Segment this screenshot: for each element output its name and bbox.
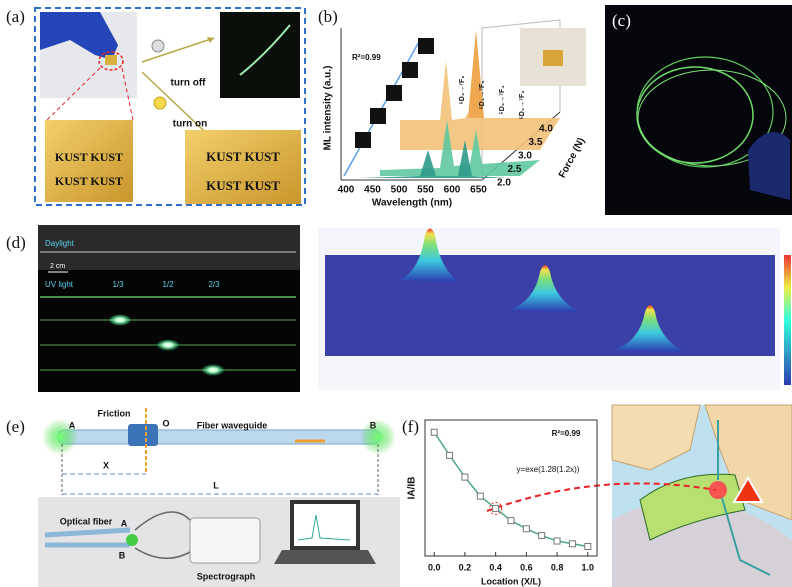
caption: O <box>162 418 169 428</box>
caption: UV light <box>45 280 74 289</box>
alert-point <box>709 481 727 499</box>
axis <box>482 20 560 28</box>
friction-block <box>128 424 158 446</box>
data-point <box>585 543 591 549</box>
caption: Friction <box>98 408 131 418</box>
caption: Spectrograph <box>197 571 256 581</box>
scale-label: 2 cm <box>50 263 65 270</box>
caption: Daylight <box>45 239 75 248</box>
panel-f-map <box>612 405 792 587</box>
data-point <box>493 505 499 511</box>
distance-label: L <box>213 480 219 490</box>
panel-label: (f) <box>402 417 419 436</box>
panel-label: (d) <box>6 233 26 252</box>
data-point <box>554 538 560 544</box>
r-squared: R²=0.99 <box>352 53 381 62</box>
caption: turn on <box>173 119 207 130</box>
panel-d <box>38 225 791 392</box>
sample-text: KUST KUST <box>206 178 280 193</box>
bulb-off <box>152 40 164 52</box>
tick-label: 550 <box>417 185 434 196</box>
tick-label: 0.6 <box>520 562 533 572</box>
transition-label: ⁵D₄→⁷F₅ <box>479 80 486 109</box>
data-point <box>477 493 483 499</box>
panel-label: (b) <box>318 7 338 26</box>
tick-label: 0.2 <box>459 562 472 572</box>
arrow <box>142 38 214 62</box>
colorbar <box>784 255 791 385</box>
spot <box>108 314 132 326</box>
position-label: 1/2 <box>162 280 174 289</box>
end-label: B <box>119 550 126 560</box>
spot <box>156 339 180 351</box>
panel-e <box>38 408 400 587</box>
laptop-base <box>274 550 376 564</box>
data-point <box>462 474 468 480</box>
distance-label: X <box>103 460 109 470</box>
tick-label: 0.4 <box>489 562 502 572</box>
data-point <box>523 526 529 532</box>
position-label: 1/3 <box>112 280 124 289</box>
tick-label: 3.5 <box>529 137 543 148</box>
tick-label: 500 <box>391 185 408 196</box>
panel-label: (c) <box>612 11 631 30</box>
tick-label: 3.0 <box>518 151 532 162</box>
axis-title: Location (X/L) <box>481 576 541 586</box>
tick-label: 2.0 <box>497 178 511 189</box>
panel-c <box>605 5 792 215</box>
axis-title: IA/IB <box>407 477 418 500</box>
sample-text: KUST KUST <box>206 149 280 164</box>
fit-equation: y=exe(1.28(1.2x)) <box>517 465 580 474</box>
end-label: A <box>69 420 76 430</box>
sample-text: KUST KUST <box>55 150 123 164</box>
transition-label: ⁵D₄→⁷F₄ <box>499 85 506 114</box>
r-squared: R²=0.99 <box>552 429 581 438</box>
tick-label: 4.0 <box>539 124 553 135</box>
end-label: B <box>370 420 377 430</box>
inset <box>370 108 386 124</box>
plot-frame <box>425 420 597 556</box>
caption: turn off <box>171 78 207 89</box>
spot <box>201 364 225 376</box>
data-point <box>539 533 545 539</box>
tick-label: 400 <box>338 185 355 196</box>
caption: Optical fiber <box>60 516 113 526</box>
panel-label: (a) <box>6 7 25 26</box>
axis-title: Force (N) <box>557 136 587 180</box>
tick-label: 0.0 <box>428 562 441 572</box>
data-point <box>569 541 575 547</box>
inset <box>402 62 418 78</box>
transition-label: ⁵D₄→⁷F₆ <box>459 75 466 104</box>
end-label: A <box>121 518 128 528</box>
sample <box>543 50 563 66</box>
transition-label: ⁵D₄→⁷F₃ <box>519 90 526 119</box>
tick-label: 0.8 <box>551 562 564 572</box>
data-point <box>431 429 437 435</box>
photo-dark <box>220 12 300 98</box>
figure: (a) turn off turn on KUST KUST KUST KUST KUST… <box>0 0 792 587</box>
tick-label: 450 <box>364 185 381 196</box>
daylight-strip <box>38 225 300 270</box>
sample-text: KUST KUST <box>55 174 123 188</box>
tick-label: 1.0 <box>582 562 595 572</box>
bulb-on <box>154 97 166 109</box>
axis-title: Wavelength (nm) <box>372 198 452 209</box>
data-point <box>508 518 514 524</box>
inset <box>386 85 402 101</box>
glow <box>126 534 138 546</box>
tick-label: 600 <box>444 185 461 196</box>
inset <box>418 38 434 54</box>
tick-label: 650 <box>470 185 487 196</box>
axis-title: ML intensity (a.u.) <box>323 66 334 151</box>
position-label: 2/3 <box>208 280 220 289</box>
panel-label: (e) <box>6 417 25 436</box>
sample <box>105 55 117 65</box>
inset <box>355 132 371 148</box>
spectrograph <box>190 518 260 563</box>
caption: Fiber waveguide <box>197 420 268 430</box>
fiber <box>58 430 380 444</box>
tick-label: 2.5 <box>508 164 522 175</box>
data-point <box>447 452 453 458</box>
